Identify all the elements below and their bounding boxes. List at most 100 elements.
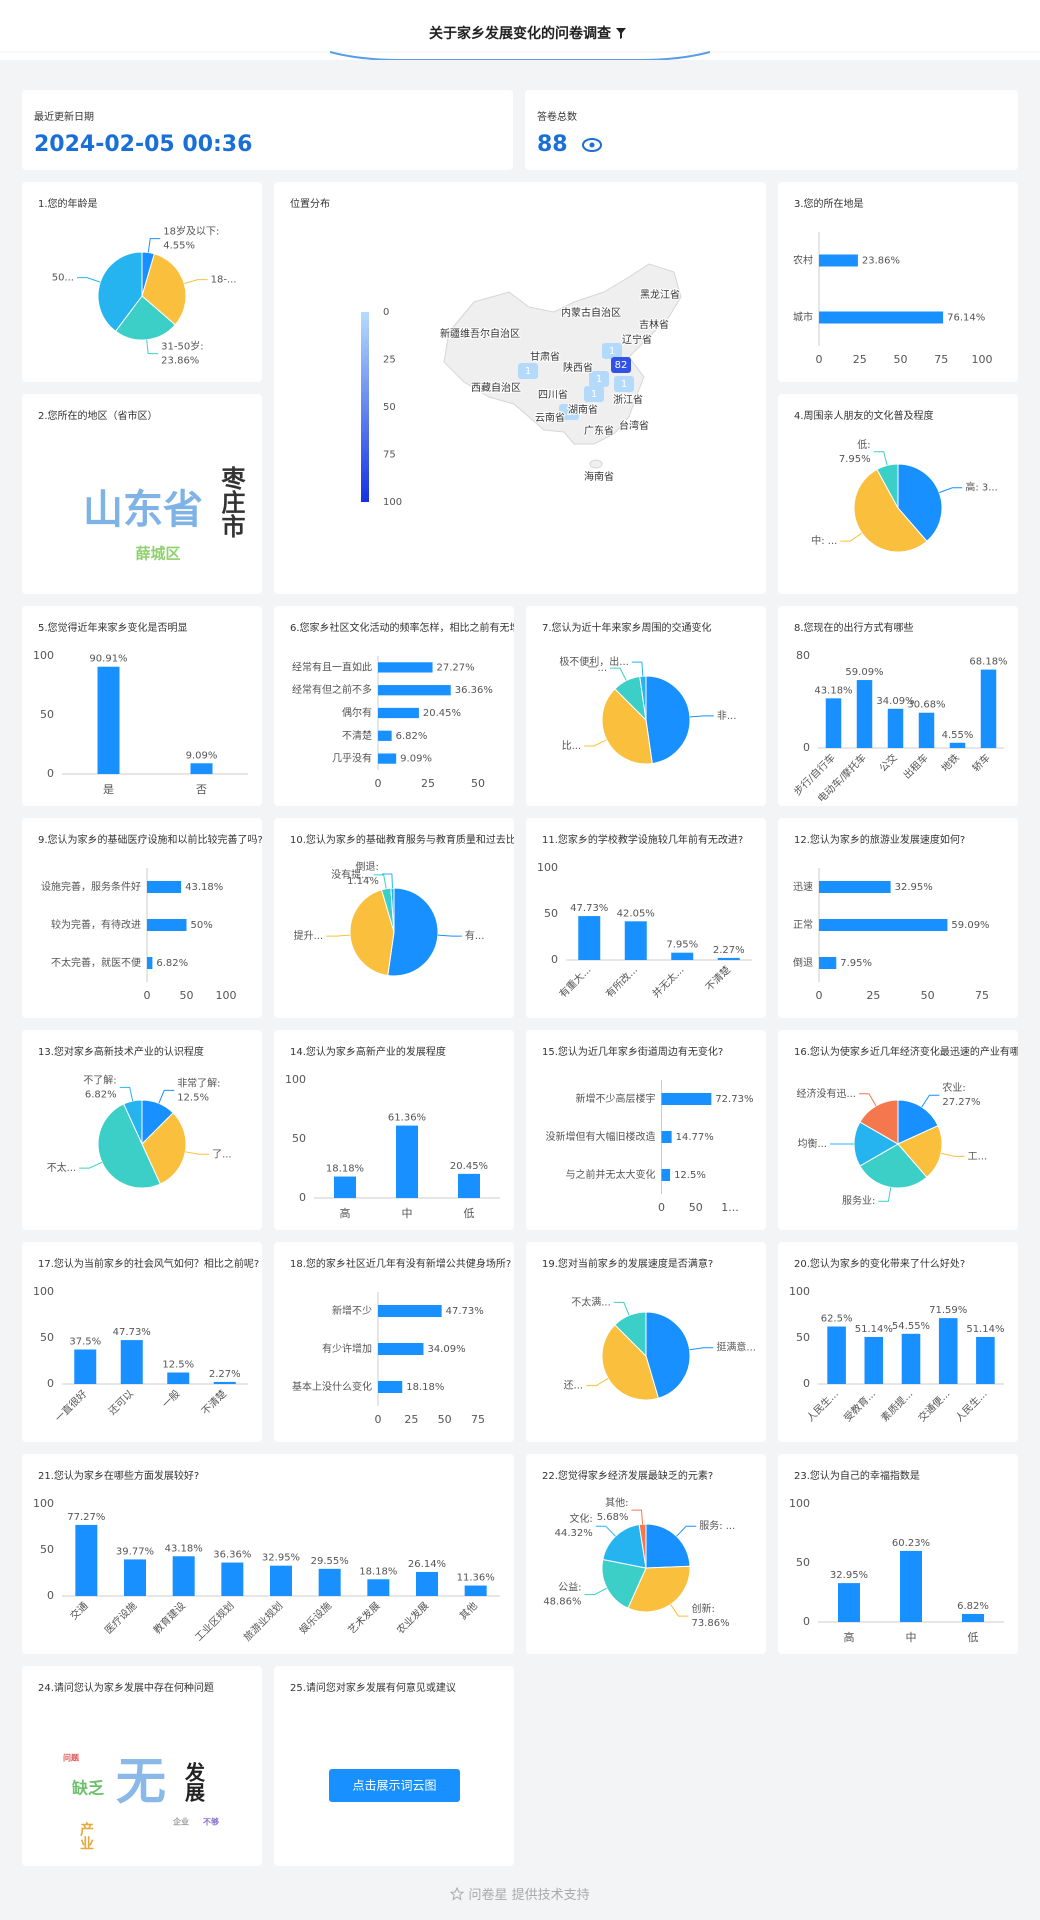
x-tick-label: 0: [375, 777, 382, 790]
value-label: 54.55%: [892, 1321, 930, 1332]
pie-slice: [645, 1523, 691, 1569]
region-mark: [584, 386, 604, 402]
value-label: 32.95%: [262, 1553, 300, 1564]
pie-slice: [123, 1099, 143, 1145]
pie-slice: [859, 1143, 928, 1189]
chart-card: 19.您对当前家乡的发展速度是否满意? 挺满意... 还... 不太满...: [526, 1242, 766, 1442]
value-label: 77.27%: [67, 1512, 105, 1523]
chart-title: 17.您认为当前家乡的社会风气如何？相比之前呢?: [38, 1257, 259, 1270]
y-tick-label: 0: [47, 1589, 54, 1602]
y-tick-label: 农村: [793, 254, 813, 267]
slice-label: 低:: [857, 438, 870, 451]
y-tick-label: 倒退: [793, 957, 813, 969]
chart-title: 15.您认为近几年家乡街道周边有无变化?: [542, 1045, 723, 1058]
pie-slice: [859, 1099, 899, 1145]
x-tick-label: 交通: [67, 1599, 90, 1622]
chart-title: 5.您觉得近年来家乡变化是否明显: [38, 621, 188, 634]
value-label: 43.18%: [814, 685, 852, 696]
bar: [378, 730, 392, 741]
x-tick-label: 高: [340, 1206, 351, 1220]
x-tick-label: 50: [921, 989, 935, 1002]
label-line: [76, 277, 101, 283]
filter-icon[interactable]: [616, 28, 626, 39]
value-label: 34.09%: [427, 1344, 465, 1355]
pie-slice: [853, 468, 928, 553]
bar: [147, 919, 187, 931]
value-label: 9.09%: [186, 750, 218, 761]
bar: [819, 254, 858, 267]
y-tick-label: 城市: [793, 311, 813, 324]
value-label: 2.27%: [713, 945, 745, 956]
x-tick-label: 医疗设施: [102, 1599, 139, 1636]
label-line: [158, 1089, 175, 1104]
value-label: 2.27%: [209, 1369, 241, 1380]
value-label: 43.18%: [185, 882, 223, 893]
chart-title: 位置分布: [290, 197, 330, 210]
header-accent: [329, 51, 711, 60]
bar: [172, 1556, 195, 1596]
label-line: [689, 1347, 714, 1351]
eye-icon[interactable]: [581, 137, 603, 153]
chart-title: 25.请问您对家乡发展有何意见或建议: [290, 1681, 456, 1694]
chart: 11.您家乡的学校教学设施较几年前有无改进? 0 50 100 47.73% 有重大...…: [537, 833, 752, 1000]
slice-value: 4.55%: [163, 241, 195, 252]
stat-label: 答卷总数: [537, 112, 577, 123]
slice-value: 5.68%: [597, 1512, 629, 1523]
chart-card: 9.您认为家乡的基础医疗设施和以前比较完善了吗? 0 50 100 设施完善，服务条件好…: [22, 818, 262, 1018]
chart: 1.您的年龄是 18岁及以下: 4.55% 18-... 31-50岁: 23.86% 50…: [38, 197, 237, 367]
chart-card: 2.您所在的地区（省市区） 山东省 枣庄市 薛城区: [22, 394, 262, 594]
bar: [97, 666, 120, 774]
value-label: 50%: [191, 920, 213, 931]
value-label: 18.18%: [326, 1164, 364, 1175]
word: 薛城区: [135, 545, 180, 563]
chart-title: 1.您的年龄是: [38, 197, 98, 210]
label-line: [381, 873, 393, 889]
word: 产业: [78, 1821, 94, 1850]
province-label: 吉林省: [639, 318, 669, 331]
label-line: [437, 934, 462, 937]
visual-map-bar: [361, 312, 369, 502]
chart-title: 12.您认为家乡的旅游业发展速度如何?: [794, 833, 965, 846]
x-tick-label: 其他: [457, 1599, 480, 1622]
y-tick-label: 0: [47, 767, 54, 780]
value-label: 47.73%: [570, 903, 608, 914]
x-tick-label: 公交: [876, 751, 899, 774]
chart-card: 20.您认为家乡的变化带来了什么好处? 0 50 100 62.5% 人民生... 51.1…: [778, 1242, 1018, 1442]
y-tick-label: 较为完善，有待改进: [51, 918, 141, 931]
label-line: [584, 739, 607, 747]
bar: [213, 1381, 236, 1384]
value-label: 4.55%: [942, 730, 974, 741]
value-label: 6.82%: [396, 731, 428, 742]
x-tick-label: 100: [216, 989, 237, 1002]
x-tick-label: 25: [853, 353, 867, 366]
button[interactable]: [329, 1769, 460, 1802]
x-tick-label: 100: [972, 353, 993, 366]
x-tick-label: 受教育...: [841, 1387, 878, 1424]
label-line: [184, 279, 208, 285]
chart-card: 14.您认为家乡高新产业的发展程度 0 50 100 18.18% 高 61.36% 中 20.…: [274, 1030, 514, 1230]
x-tick-label: 工业区规划: [192, 1599, 237, 1644]
visual-map-label: 50: [383, 402, 396, 413]
pie-slice: [602, 1523, 647, 1569]
region-value: 1: [591, 389, 597, 400]
value-label: 12.5%: [674, 1170, 706, 1181]
y-tick-label: 经常有但之前不多: [292, 683, 372, 696]
y-tick-label: 基本上没什么变化: [292, 1380, 372, 1393]
chart: 22.您觉得家乡经济发展最缺乏的元素? 服务: ... 创新: 73.86% 公益: 48…: [542, 1469, 735, 1629]
bar: [887, 708, 904, 748]
stat-card: 最近更新日期 2024-02-05 00:36: [22, 90, 513, 170]
button-label[interactable]: 点击展示词云图: [352, 1779, 436, 1793]
y-tick-label: 新增不少: [332, 1304, 372, 1317]
slice-label: 高: 3...: [965, 481, 997, 494]
y-tick-label: 迅速: [793, 881, 813, 893]
x-tick-label: 教育建设: [150, 1599, 187, 1636]
x-tick-label: 高: [844, 1630, 855, 1644]
slice-label: 挺满意...: [716, 1341, 756, 1354]
bar: [458, 1173, 480, 1198]
bar: [962, 1613, 984, 1622]
chart-card: 11.您家乡的学校教学设施较几年前有无改进? 0 50 100 47.73% 有重大...…: [526, 818, 766, 1018]
y-tick-label: 0: [551, 953, 558, 966]
value-label: 6.82%: [156, 958, 188, 969]
